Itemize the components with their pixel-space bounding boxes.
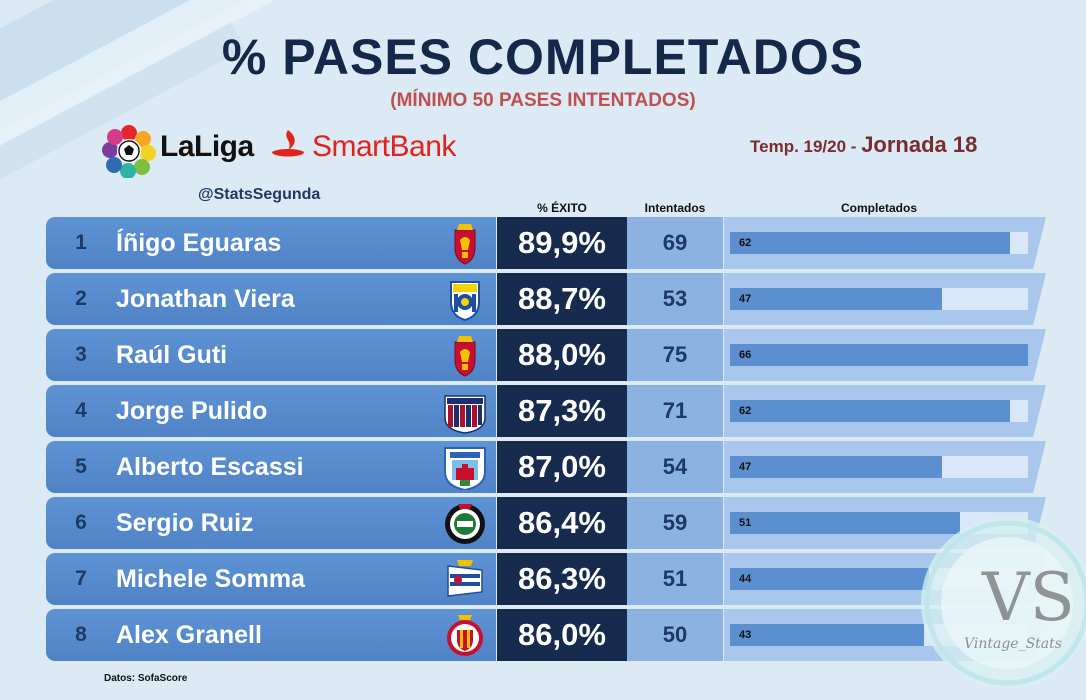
completed-bar-label: 43 <box>739 629 752 641</box>
row-success-pct: 88,7% <box>497 273 627 325</box>
row-player-name: Raúl Guti <box>116 341 228 369</box>
row-rank: 6 <box>75 511 87 534</box>
row-attempted: 59 <box>627 497 723 549</box>
row-player-name: Alex Granell <box>116 621 262 649</box>
row-success-pct: 87,3% <box>497 385 627 437</box>
sponsor-name: SmartBank <box>312 130 456 163</box>
row-rank: 7 <box>75 567 87 590</box>
completed-bar-track: 51 <box>730 512 1028 534</box>
row-attempted: 50 <box>627 609 723 661</box>
row-rank: 5 <box>75 455 87 478</box>
column-header-completed: Completados <box>840 201 917 215</box>
row-rank: 2 <box>75 287 87 310</box>
chart-subtitle: (MÍNIMO 50 PASES INTENTADOS) <box>390 90 696 111</box>
row-success-pct: 86,0% <box>497 609 627 661</box>
row-player-cell: 7 Michele Somma <box>46 553 496 605</box>
row-success-pct: 88,0% <box>497 329 627 381</box>
row-player-cell: 8 Alex Granell <box>46 609 496 661</box>
completed-bar-label: 47 <box>739 293 752 305</box>
numancia-crest-icon <box>442 444 488 492</box>
real-zaragoza-crest-icon <box>442 220 488 266</box>
row-player-cell: 4 Jorge Pulido <box>46 385 496 437</box>
round-label: Jornada 18 <box>861 132 978 157</box>
completed-bar-track: 47 <box>730 288 1028 310</box>
league-name: LaLiga <box>160 130 254 163</box>
row-player-cell: 3 Raúl Guti <box>46 329 496 381</box>
racing-crest-icon <box>442 500 488 546</box>
row-rank: 4 <box>75 399 87 422</box>
row-player-cell: 5 Alberto Escassi <box>46 441 496 493</box>
row-attempted: 51 <box>627 553 723 605</box>
completed-bar-label: 66 <box>739 349 752 361</box>
deportivo-crest-icon <box>442 556 488 602</box>
row-player-cell: 6 Sergio Ruiz <box>46 497 496 549</box>
completed-bar <box>730 512 960 534</box>
row-player-name: Michele Somma <box>116 565 305 593</box>
santander-flame-icon <box>272 130 304 157</box>
huesca-crest-icon <box>442 388 488 434</box>
completed-bar-label: 62 <box>739 237 752 249</box>
column-header-attempted: Intentados <box>644 201 706 215</box>
table-row: 4 Jorge Pulido 87,3% 71 62 <box>46 385 1046 437</box>
completed-bar-track: 62 <box>730 400 1028 422</box>
row-attempted: 75 <box>627 329 723 381</box>
completed-bar <box>730 568 929 590</box>
table-row: 1 Íñigo Eguaras 89,9% 69 62 <box>46 217 1046 269</box>
row-success-pct: 87,0% <box>497 441 627 493</box>
row-attempted: 54 <box>627 441 723 493</box>
completed-bar <box>730 456 942 478</box>
laliga-logo-icon <box>102 125 156 178</box>
row-player-name: Íñigo Eguaras <box>116 229 282 257</box>
completed-bar-label: 47 <box>739 461 752 473</box>
row-player-name: Jorge Pulido <box>116 397 268 425</box>
row-success-pct: 86,3% <box>497 553 627 605</box>
completed-bar <box>730 232 1010 254</box>
row-success-pct: 89,9% <box>497 217 627 269</box>
row-player-name: Alberto Escassi <box>116 453 304 481</box>
row-attempted: 71 <box>627 385 723 437</box>
row-rank: 1 <box>75 231 87 254</box>
table-row: 8 Alex Granell 86,0% 50 43 <box>46 609 1046 661</box>
completed-bar-label: 51 <box>739 517 752 529</box>
chart-title: % PASES COMPLETADOS <box>221 29 865 85</box>
completed-bar-track: 62 <box>730 232 1028 254</box>
author-handle: @StatsSegunda <box>198 186 321 203</box>
table-row: 3 Raúl Guti 88,0% 75 66 <box>46 329 1046 381</box>
row-success-pct: 86,4% <box>497 497 627 549</box>
table-row: 7 Michele Somma 86,3% 51 44 <box>46 553 1046 605</box>
completed-bar-label: 44 <box>739 573 752 585</box>
completed-bar <box>730 400 1010 422</box>
completed-bar-track: 47 <box>730 456 1028 478</box>
row-attempted: 53 <box>627 273 723 325</box>
row-player-cell: 2 Jonathan Viera <box>46 273 496 325</box>
row-rank: 8 <box>75 623 87 646</box>
row-rank: 3 <box>75 343 87 366</box>
completed-bar <box>730 288 942 310</box>
completed-bar-track: 66 <box>730 344 1028 366</box>
real-zaragoza-crest-icon <box>442 332 488 378</box>
row-player-name: Sergio Ruiz <box>116 509 254 537</box>
table-row: 2 Jonathan Viera 88,7% 53 47 <box>46 273 1046 325</box>
watermark-initial-v: VS <box>981 559 1075 636</box>
season-label: Temp. 19/20 - <box>750 137 857 156</box>
girona-crest-icon <box>442 612 488 658</box>
table-row: 6 Sergio Ruiz 86,4% 59 51 <box>46 497 1046 549</box>
data-source: Datos: SofaScore <box>104 673 188 684</box>
vintage-stats-watermark-icon: VS Vintage_Stats <box>921 517 1086 689</box>
las-palmas-crest-icon <box>442 276 488 322</box>
completed-bar-label: 62 <box>739 405 752 417</box>
row-player-name: Jonathan Viera <box>116 285 295 313</box>
completed-bar <box>730 344 1028 366</box>
row-player-cell: 1 Íñigo Eguaras <box>46 217 496 269</box>
row-attempted: 69 <box>627 217 723 269</box>
watermark-name: Vintage_Stats <box>964 636 1062 652</box>
completed-bar <box>730 624 924 646</box>
season-info: Temp. 19/20 - Jornada 18 <box>750 132 977 158</box>
table-row: 5 Alberto Escassi 87,0% 54 47 <box>46 441 1046 493</box>
column-header-success: % ÉXITO <box>537 201 587 215</box>
